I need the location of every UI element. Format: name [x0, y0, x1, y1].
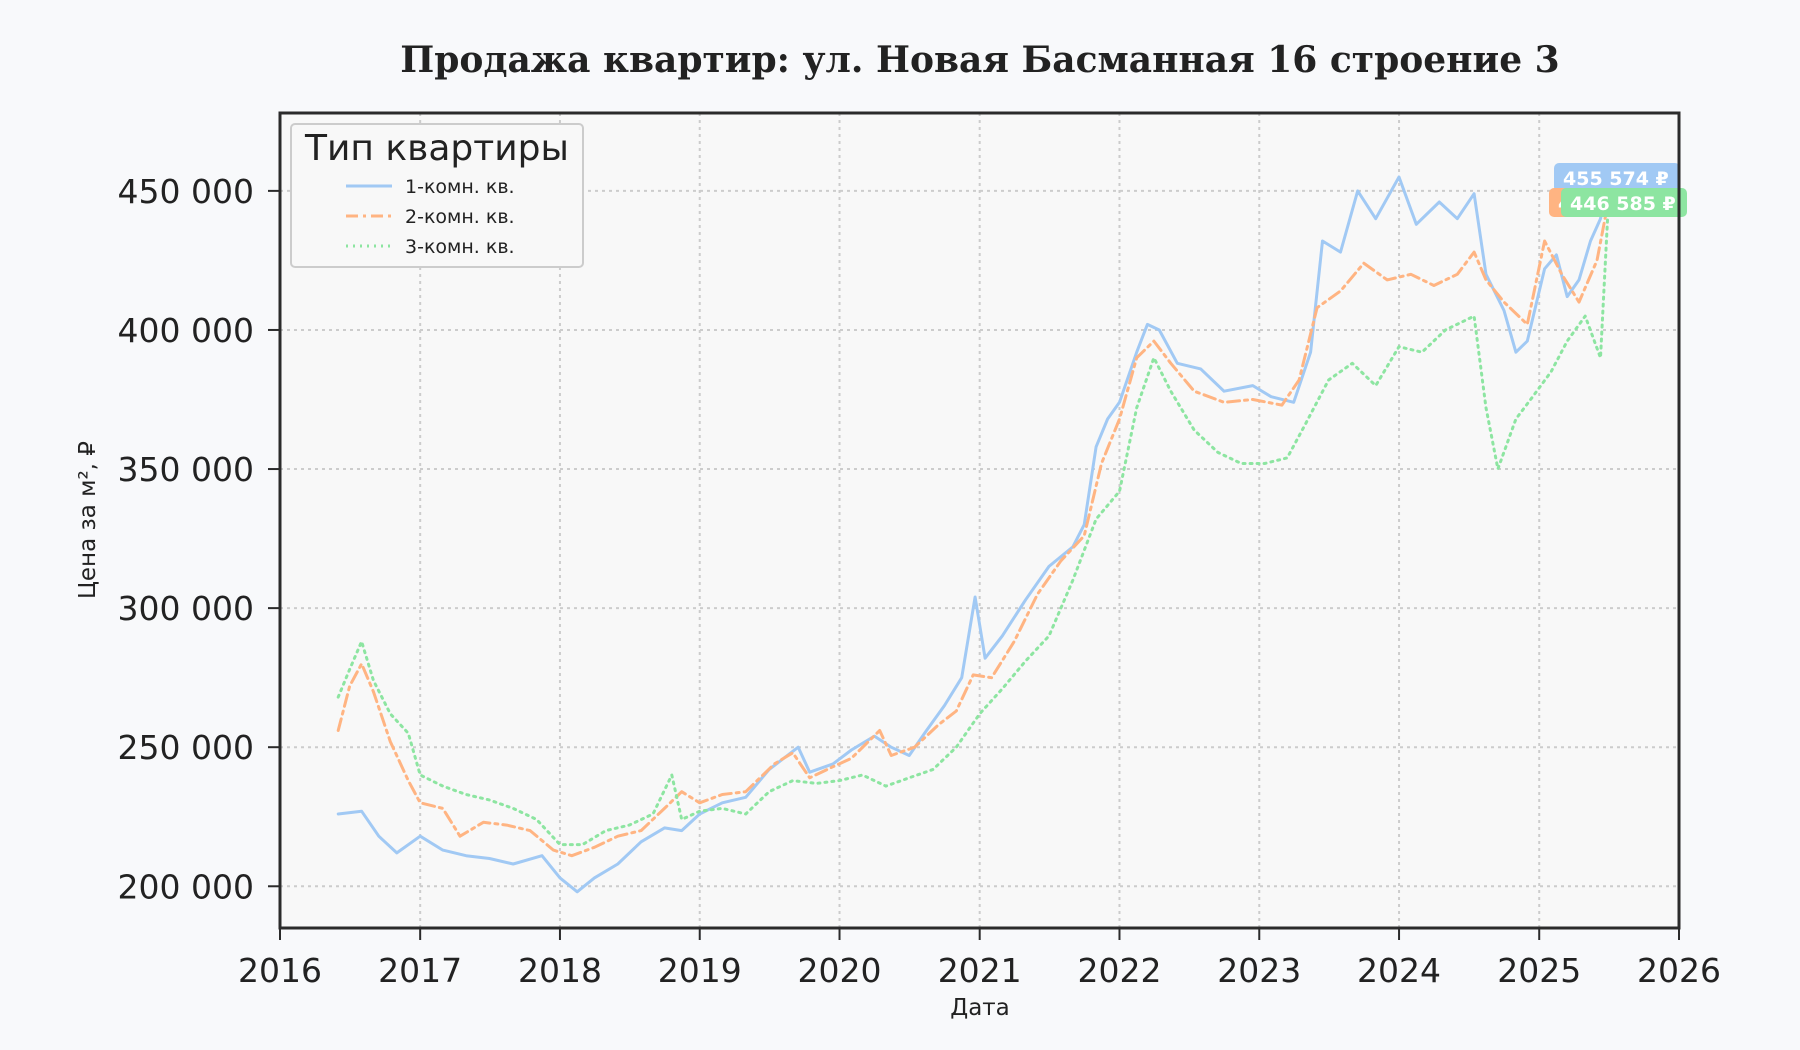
- x-tick-label: 2026: [1637, 951, 1721, 990]
- x-tick-label: 2024: [1357, 951, 1441, 990]
- chart-title: Продажа квартир: ул. Новая Басманная 16 …: [400, 39, 1559, 81]
- y-tick-label: 350 000: [118, 450, 254, 489]
- y-tick-label: 450 000: [118, 172, 254, 211]
- legend: Тип квартиры 1-комн. кв. 2-комн. кв. 3-ком…: [290, 123, 584, 268]
- end-tag-3: 446 585 ₽: [1561, 188, 1687, 217]
- x-tick-label: 2023: [1217, 951, 1301, 990]
- x-tick-label: 2021: [938, 951, 1022, 990]
- legend-title: Тип квартиры: [304, 128, 569, 169]
- legend-label-1: 1-комн. кв.: [405, 176, 515, 198]
- y-axis: 200 000 250 000 300 000 350 000 400 000 450 0…: [118, 172, 280, 906]
- x-tick-label: 2025: [1497, 951, 1581, 990]
- end-value-tags: 455 574 ₽446 585 ₽446 585 ₽: [1549, 163, 1687, 217]
- x-tick-label: 2019: [658, 951, 742, 990]
- y-tick-label: 200 000: [118, 867, 254, 906]
- x-axis-label: Дата: [950, 995, 1010, 1021]
- series-line-3: [336, 198, 1610, 847]
- legend-label-2: 2-комн. кв.: [405, 206, 515, 228]
- y-axis-label: Цена за м², ₽: [75, 441, 101, 599]
- y-tick-label: 300 000: [118, 589, 254, 628]
- series-lines: [336, 173, 1610, 894]
- end-tag-box-1: [1554, 163, 1680, 192]
- x-tick-label: 2018: [518, 951, 602, 990]
- x-tick-label: 2016: [238, 951, 322, 990]
- series-line-2: [336, 198, 1610, 858]
- x-tick-label: 2017: [378, 951, 462, 990]
- end-tag-1: 455 574 ₽: [1554, 163, 1680, 192]
- x-tick-label: 2022: [1077, 951, 1161, 990]
- end-tag-label-1: 455 574 ₽: [1563, 168, 1669, 190]
- y-tick-label: 250 000: [118, 728, 254, 767]
- x-axis: 2016 2017 2018 2019 2020 2021 2022 2023 2024 2025…: [238, 928, 1721, 990]
- end-tag-label-3: 446 585 ₽: [1570, 193, 1676, 215]
- end-tag-box-3: [1561, 188, 1687, 217]
- y-tick-label: 400 000: [118, 311, 254, 350]
- legend-label-3: 3-комн. кв.: [405, 236, 515, 258]
- legend-items: 1-комн. кв. 2-комн. кв. 3-комн. кв.: [346, 176, 515, 258]
- series-line-1: [336, 173, 1610, 894]
- legend-box: [290, 123, 584, 268]
- x-tick-label: 2020: [798, 951, 882, 990]
